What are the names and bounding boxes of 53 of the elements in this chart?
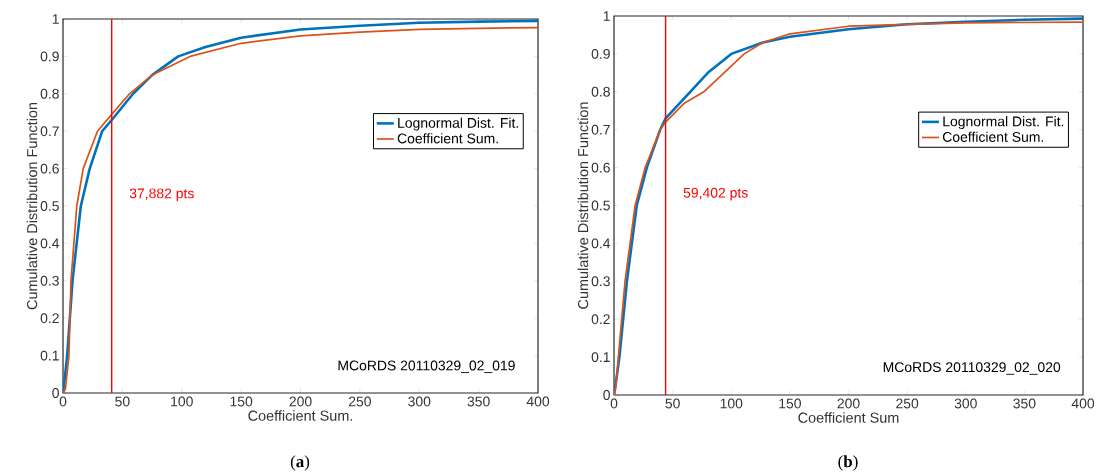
x-tick-label: 250 [348, 396, 371, 407]
y-tick-label: 1 [603, 11, 610, 21]
x-tick-label: 100 [171, 396, 193, 407]
y-tick-label: 0.5 [591, 200, 610, 211]
x-axis-title: Coefficient Sum. [248, 410, 353, 421]
y-tick-label: 0.5 [40, 201, 59, 211]
y-tick-label: 0.9 [591, 48, 610, 59]
ref-line-label: 37,882 pts [129, 188, 194, 202]
x-axis-title: Coefficient Sum [798, 412, 899, 423]
legend-label: Coefficient Sum. [942, 131, 1044, 142]
legend-label: Coefficient Sum. [397, 133, 498, 144]
text: (a) [290, 455, 310, 471]
y-tick-label: 0.6 [591, 162, 610, 173]
x-tick-label: 400 [526, 396, 550, 407]
y-tick-label: 0.1 [40, 350, 59, 361]
x-tick-label: 0 [610, 398, 618, 409]
x-tick-label: 250 [896, 398, 919, 409]
annotation: MCoRDS 20110329_02_019 [338, 360, 515, 374]
y-tick-label: 0.3 [591, 276, 610, 287]
legend-label: Lognormal Dist. Fit. [943, 116, 1064, 130]
x-tick-label: 350 [1013, 398, 1036, 409]
y-tick-label: 0.7 [40, 126, 59, 137]
y-tick-label: 0.7 [591, 124, 610, 135]
y-tick-label: 0.1 [591, 352, 610, 363]
y-tick-label: 0.8 [591, 86, 610, 97]
text: (b) [838, 455, 858, 471]
x-tick-label: 300 [408, 396, 431, 407]
x-tick-label: 50 [115, 396, 130, 407]
y-tick-label: 0 [52, 388, 59, 398]
x-tick-label: 200 [289, 396, 312, 407]
x-tick-label: 100 [720, 398, 743, 409]
legend-label: Lognormal Dist. Fit. [398, 117, 518, 131]
annotation: MCoRDS 20110329_02_020 [883, 362, 1061, 375]
x-tick-label: 200 [837, 398, 860, 409]
y-tick-label: 0.4 [40, 238, 60, 249]
y-axis-title: Cumulative Distribution Function [577, 102, 589, 309]
y-tick-label: 0.4 [591, 238, 611, 249]
y-tick-label: 0.6 [40, 163, 59, 174]
y-tick-label: 0.3 [40, 275, 59, 286]
y-tick-label: 0.2 [591, 314, 610, 325]
y-tick-label: 0.2 [40, 313, 59, 324]
x-tick-label: 400 [1071, 398, 1095, 409]
ref-line-label: 59,402 pts [683, 187, 748, 201]
x-tick-label: 350 [467, 396, 490, 407]
y-tick-label: 0.9 [40, 51, 59, 62]
x-tick-label: 50 [665, 398, 680, 409]
x-tick-label: 300 [954, 398, 977, 409]
x-tick-label: 150 [230, 396, 253, 407]
y-tick-label: 1 [52, 14, 59, 24]
x-tick-label: 0 [59, 396, 67, 407]
y-axis-title: Cumulative Distribution Function [26, 103, 38, 310]
x-tick-label: 150 [779, 398, 801, 409]
y-tick-label: 0.8 [40, 88, 59, 99]
